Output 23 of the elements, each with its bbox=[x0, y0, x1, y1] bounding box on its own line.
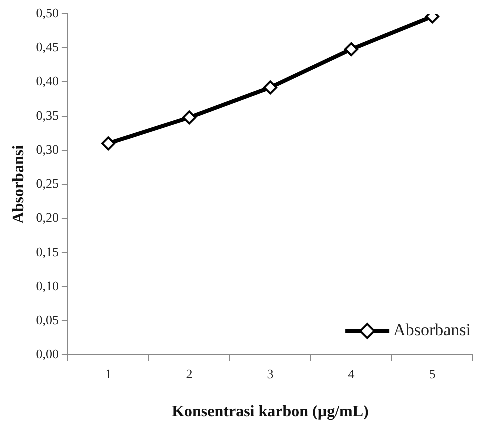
y-tick-label: 0,00 bbox=[36, 346, 59, 362]
y-tick-label: 0,15 bbox=[36, 244, 59, 260]
x-axis-title: Konsentrasi karbon (µg/mL) bbox=[172, 404, 369, 421]
y-tick-label: 0,30 bbox=[36, 142, 59, 157]
y-tick-label: 0,10 bbox=[36, 278, 59, 294]
point bbox=[344, 42, 358, 56]
point bbox=[101, 136, 116, 151]
y-tick-label: 0,40 bbox=[36, 74, 59, 89]
y-axis-title: Absorbansi bbox=[10, 144, 28, 224]
y-tick-label: 0,35 bbox=[36, 108, 59, 123]
y-tick-label: 0,45 bbox=[36, 40, 59, 55]
point bbox=[182, 110, 196, 125]
y-tick-label: 0,50 bbox=[36, 5, 59, 20]
y-tick-label: 0,25 bbox=[36, 176, 59, 192]
x-tick-label: 3 bbox=[267, 366, 274, 382]
y-tick-label: 0,20 bbox=[36, 210, 59, 226]
legend-label: Absorbansi bbox=[394, 320, 472, 340]
x-tick-label: 1 bbox=[105, 366, 112, 382]
y-tick-label: 0,05 bbox=[36, 312, 59, 328]
x-tick-label: 4 bbox=[348, 366, 356, 382]
x-tick-label: 5 bbox=[429, 366, 436, 382]
x-tick-label: 2 bbox=[186, 366, 193, 382]
point bbox=[263, 80, 278, 95]
